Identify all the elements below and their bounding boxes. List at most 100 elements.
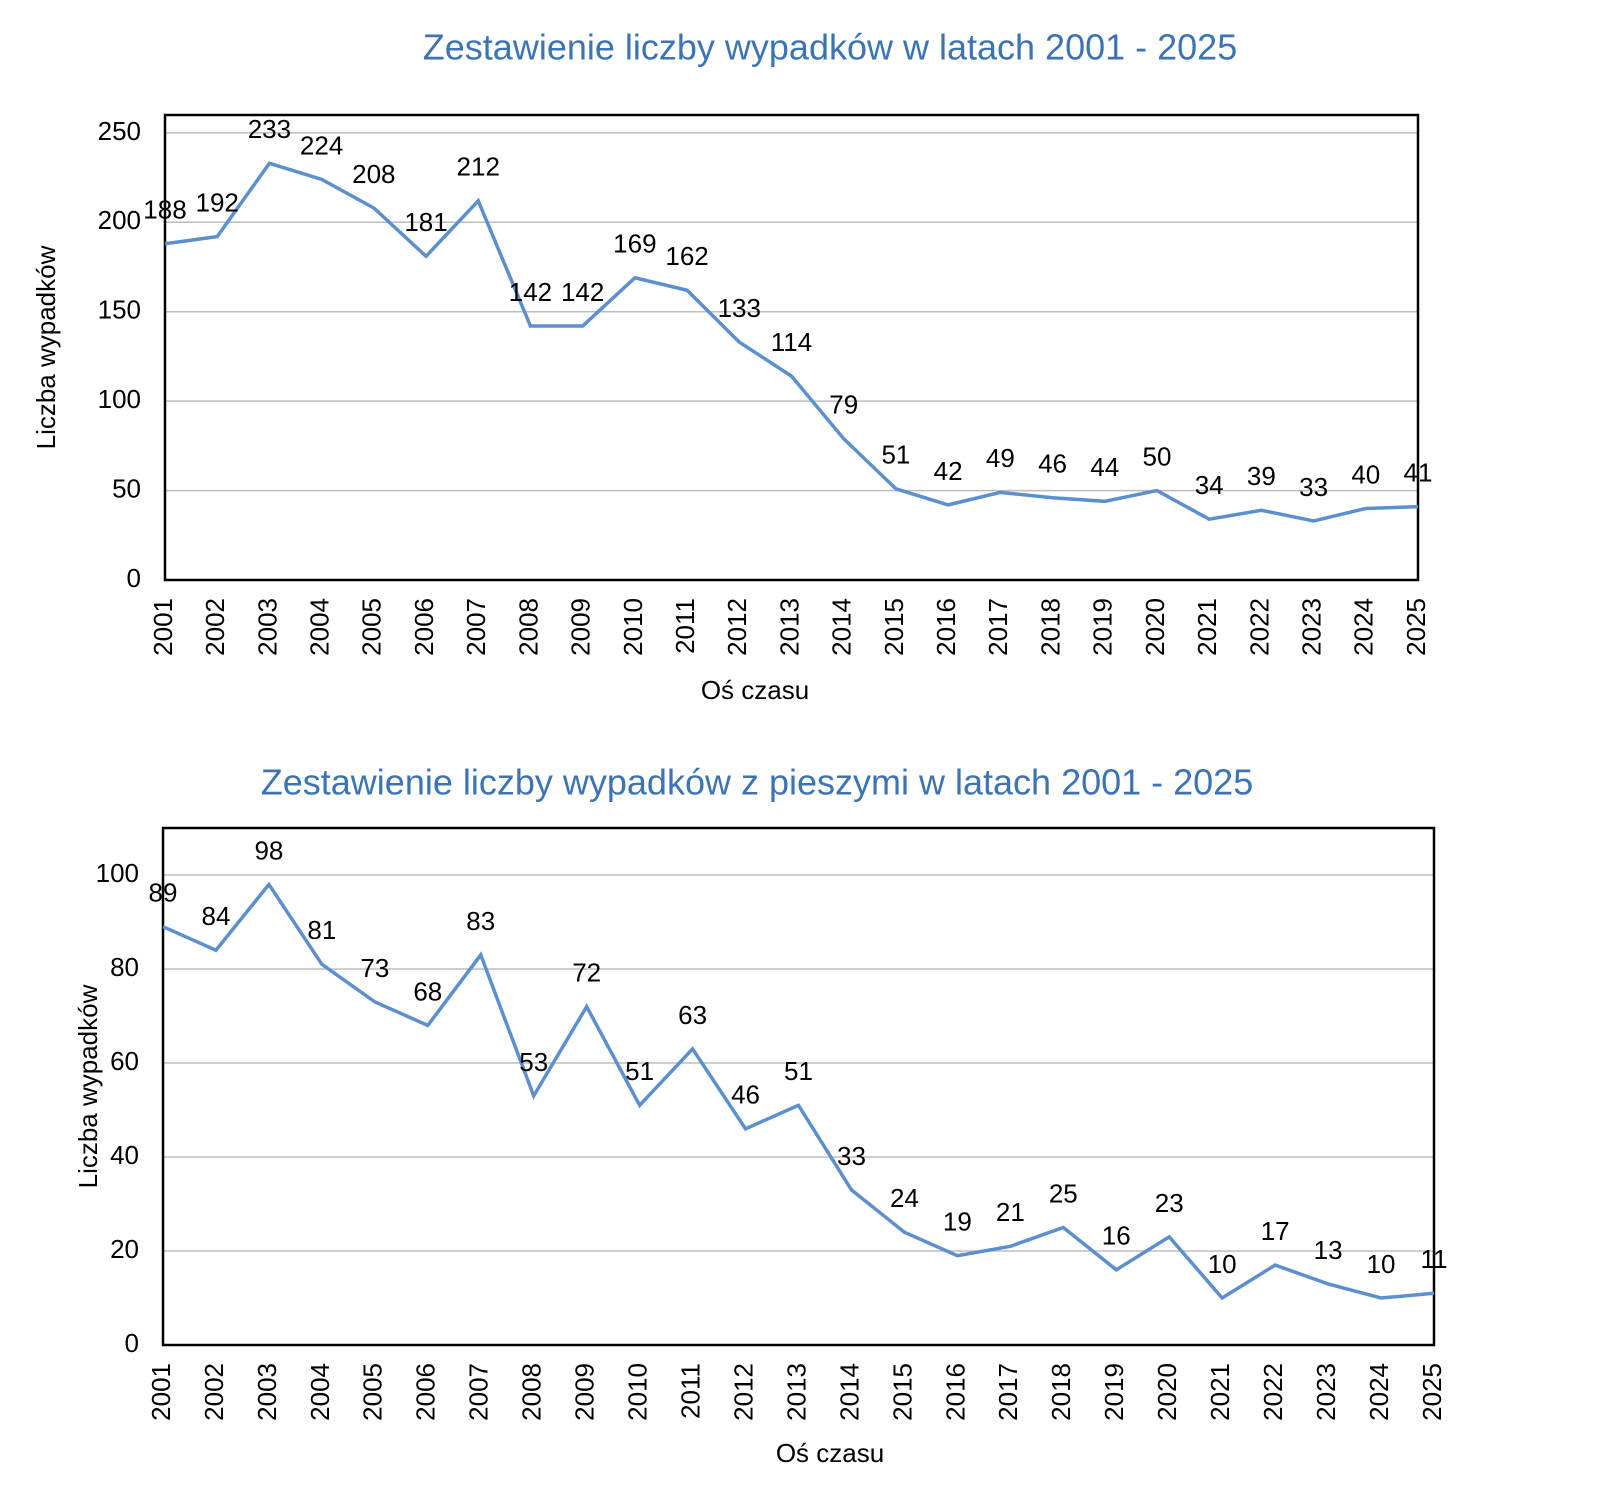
x-axis-label: Oś czasu: [776, 1438, 884, 1468]
data-label: 98: [254, 835, 283, 865]
data-label: 233: [248, 114, 291, 144]
x-tick-label: 2013: [774, 598, 804, 656]
x-axis-label: Oś czasu: [701, 675, 809, 705]
x-tick-label: 2005: [358, 1363, 388, 1421]
x-tick-label: 2007: [464, 1363, 494, 1421]
x-tick-label: 2021: [1192, 598, 1222, 656]
x-tick-label: 2024: [1349, 598, 1379, 656]
chart-title: Zestawienie liczby wypadków w latach 200…: [423, 27, 1237, 68]
data-line: [162, 881, 1435, 1301]
data-label: 50: [1142, 441, 1171, 471]
y-tick-label: 150: [98, 295, 141, 325]
data-label: 10: [1208, 1249, 1237, 1279]
x-tick-label: 2004: [305, 1363, 335, 1421]
x-tick-label: 2008: [517, 1363, 547, 1421]
y-tick-label: 60: [110, 1046, 139, 1076]
data-label: 24: [890, 1183, 919, 1213]
x-tick-label: 2013: [781, 1363, 811, 1421]
chart-title: Zestawienie liczby wypadków z pieszymi w…: [261, 762, 1253, 803]
x-tick-label: 2017: [983, 598, 1013, 656]
y-axis-label: Liczba wypadków: [31, 245, 61, 449]
data-label: 81: [307, 915, 336, 945]
x-tick-label: 2003: [252, 1363, 282, 1421]
x-tick-label: 2011: [675, 1363, 705, 1419]
x-tick-label: 2008: [513, 598, 543, 656]
data-label: 41: [1404, 458, 1433, 488]
data-label: 89: [149, 878, 178, 908]
data-label: 224: [300, 130, 343, 160]
x-tick-label: 2023: [1311, 1363, 1341, 1421]
plot-border: [163, 113, 1420, 582]
x-tick-label: 2002: [199, 1363, 229, 1421]
data-label: 63: [678, 1000, 707, 1030]
data-label: 192: [196, 187, 239, 217]
x-tick-label: 2019: [1099, 1363, 1129, 1421]
data-label: 142: [509, 277, 552, 307]
y-tick-label: 80: [110, 952, 139, 982]
y-tick-label: 20: [110, 1234, 139, 1264]
data-label: 181: [404, 207, 447, 237]
data-label: 39: [1247, 461, 1276, 491]
x-tick-label: 2006: [411, 1363, 441, 1421]
x-tick-label: 2020: [1140, 598, 1170, 656]
data-label: 23: [1155, 1188, 1184, 1218]
x-tick-label: 2006: [409, 598, 439, 656]
data-label: 83: [466, 906, 495, 936]
x-tick-label: 2022: [1258, 1363, 1288, 1421]
x-tick-label: 2025: [1401, 598, 1431, 656]
x-tick-label: 2001: [146, 1363, 176, 1421]
data-label: 46: [731, 1080, 760, 1110]
x-tick-label: 2010: [618, 598, 648, 656]
x-tick-label: 2009: [566, 598, 596, 656]
x-tick-label: 2022: [1244, 598, 1274, 656]
data-label: 13: [1314, 1235, 1343, 1265]
data-label: 33: [837, 1141, 866, 1171]
data-label: 46: [1038, 449, 1067, 479]
x-tick-label: 2003: [252, 598, 282, 656]
x-tick-label: 2025: [1417, 1363, 1447, 1421]
x-tick-label: 2024: [1364, 1363, 1394, 1421]
x-tick-label: 2007: [461, 598, 491, 656]
data-label: 19: [943, 1207, 972, 1237]
data-label: 142: [561, 277, 604, 307]
x-tick-label: 2012: [728, 1363, 758, 1421]
x-tick-label: 2015: [887, 1363, 917, 1421]
x-tick-label: 2010: [623, 1363, 653, 1421]
x-tick-label: 2018: [1035, 598, 1065, 656]
x-tick-label: 2023: [1296, 598, 1326, 656]
data-label: 133: [718, 293, 761, 323]
data-label: 51: [784, 1056, 813, 1086]
data-label: 11: [1421, 1244, 1448, 1274]
x-tick-label: 2009: [570, 1363, 600, 1421]
x-tick-label: 2016: [931, 598, 961, 656]
data-line: [164, 161, 1419, 523]
data-label: 17: [1261, 1216, 1290, 1246]
x-tick-label: 2014: [827, 598, 857, 656]
x-tick-label: 2015: [879, 598, 909, 656]
data-label: 114: [771, 327, 812, 357]
x-tick-label: 2019: [1088, 598, 1118, 656]
data-label: 10: [1367, 1249, 1396, 1279]
data-label: 53: [519, 1047, 548, 1077]
data-label: 51: [625, 1056, 654, 1086]
data-label: 79: [829, 390, 858, 420]
y-tick-label: 40: [110, 1140, 139, 1170]
y-tick-label: 200: [98, 205, 141, 235]
y-tick-label: 250: [98, 116, 141, 146]
data-label: 169: [613, 229, 656, 259]
x-tick-label: 2004: [305, 598, 335, 656]
data-label: 72: [572, 957, 601, 987]
x-tick-label: 2011: [670, 598, 700, 654]
data-label: 73: [360, 953, 389, 983]
y-tick-label: 0: [125, 1328, 139, 1358]
x-tick-label: 2014: [834, 1363, 864, 1421]
x-tick-label: 2012: [722, 598, 752, 656]
y-tick-label: 100: [96, 858, 139, 888]
data-label: 33: [1299, 472, 1328, 502]
data-label: 42: [934, 456, 963, 486]
data-label: 84: [201, 901, 230, 931]
y-tick-label: 50: [112, 473, 141, 503]
data-label: 188: [143, 195, 186, 225]
data-label: 16: [1102, 1221, 1131, 1251]
data-label: 25: [1049, 1178, 1078, 1208]
